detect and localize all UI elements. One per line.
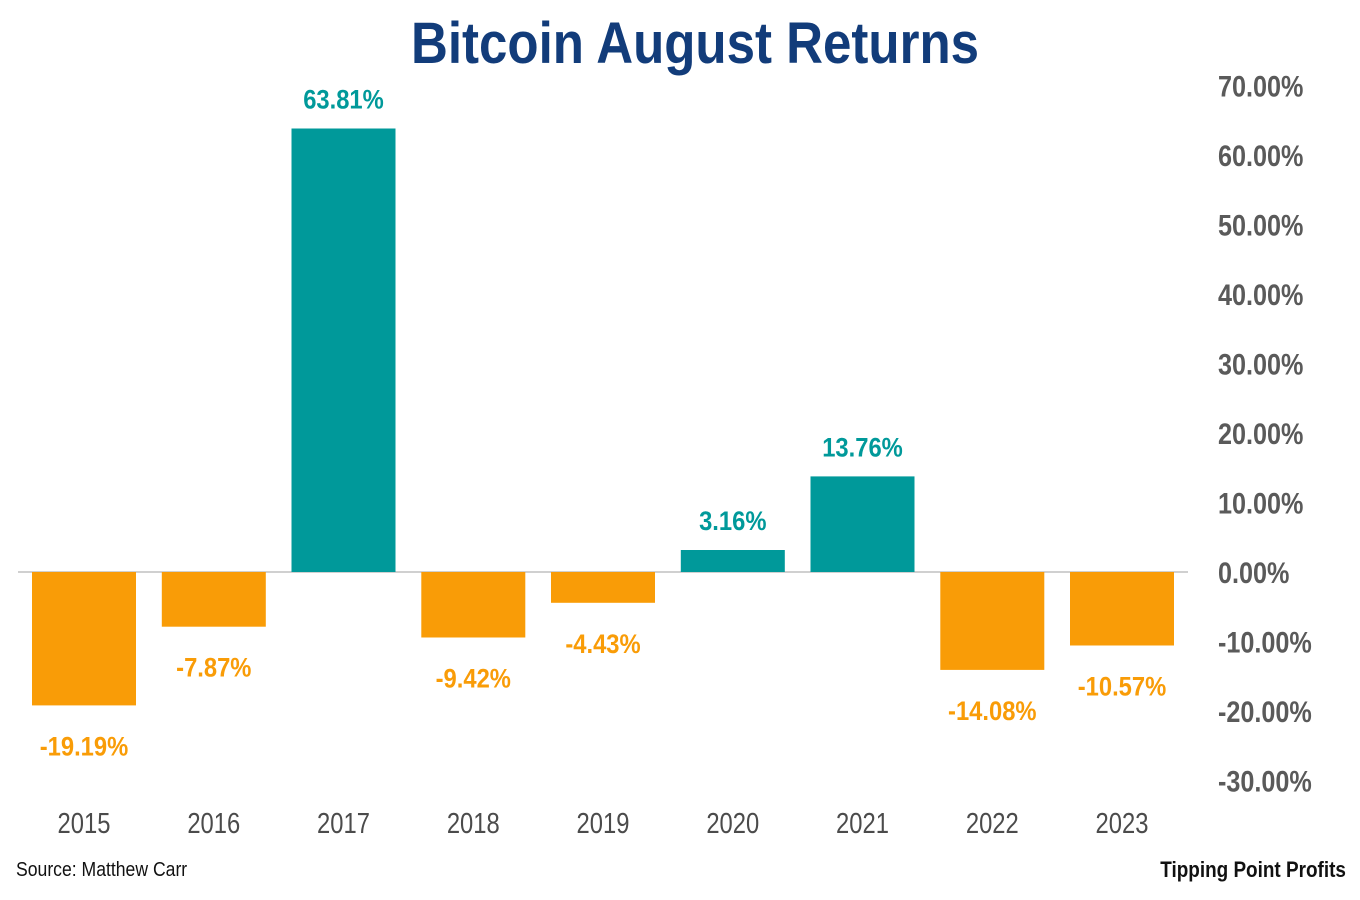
data-label-2019: -4.43% — [565, 629, 640, 659]
bar-2021 — [810, 476, 915, 572]
y-tick-label: -10.00% — [1218, 625, 1312, 659]
data-label-2015: -19.19% — [40, 732, 128, 762]
data-label-2016: -7.87% — [176, 653, 251, 683]
x-tick-2016: 2016 — [187, 807, 240, 840]
y-tick-label: -30.00% — [1218, 764, 1312, 798]
y-tick-label: -20.00% — [1218, 695, 1312, 729]
bar-2015 — [32, 572, 136, 706]
x-tick-2022: 2022 — [966, 807, 1019, 840]
bar-2020 — [680, 550, 785, 572]
y-tick-label: 50.00% — [1218, 208, 1303, 242]
bars-layer — [32, 128, 1174, 706]
x-tick-2020: 2020 — [706, 807, 759, 840]
y-axis-labels: 70.00% 60.00% 50.00% 40.00% 30.00% 20.00% 10.0… — [1218, 69, 1312, 798]
data-label-2017: 63.81% — [303, 85, 384, 115]
data-label-2022: -14.08% — [948, 697, 1036, 727]
data-label-2023: -10.57% — [1078, 672, 1166, 702]
chart-title: Bitcoin August Returns — [410, 11, 980, 76]
y-tick-label: 0.00% — [1218, 556, 1289, 590]
source-credit: Source: Matthew Carr — [16, 859, 188, 881]
data-labels-layer: -19.19% -7.87% 63.81% -9.42% -4.43% 3.16% 13.7… — [40, 85, 1166, 762]
bar-2016 — [161, 572, 266, 627]
bar-2017 — [291, 128, 396, 572]
data-label-2020: 3.16% — [699, 507, 766, 537]
y-tick-label: 60.00% — [1218, 139, 1303, 173]
x-tick-2018: 2018 — [447, 807, 500, 840]
y-tick-label: 30.00% — [1218, 347, 1303, 381]
bar-2023 — [1070, 572, 1174, 646]
y-tick-label: 10.00% — [1218, 486, 1303, 520]
x-tick-2015: 2015 — [58, 807, 111, 840]
data-label-2018: -9.42% — [436, 664, 511, 694]
x-tick-2019: 2019 — [577, 807, 630, 840]
bar-2019 — [551, 572, 655, 603]
brand-logo-text: Tipping Point Profits — [1160, 857, 1346, 882]
bar-2018 — [421, 572, 526, 638]
y-tick-label: 40.00% — [1218, 278, 1303, 312]
y-tick-label: 20.00% — [1218, 417, 1303, 451]
x-tick-2021: 2021 — [836, 807, 889, 840]
x-tick-2023: 2023 — [1096, 807, 1149, 840]
bar-2022 — [940, 572, 1045, 670]
x-tick-2017: 2017 — [317, 807, 370, 840]
y-tick-label: 70.00% — [1218, 69, 1303, 103]
x-axis-labels: 2015 2016 2017 2018 2019 2020 2021 2022 2023 — [58, 807, 1149, 840]
data-label-2021: 13.76% — [822, 433, 903, 463]
